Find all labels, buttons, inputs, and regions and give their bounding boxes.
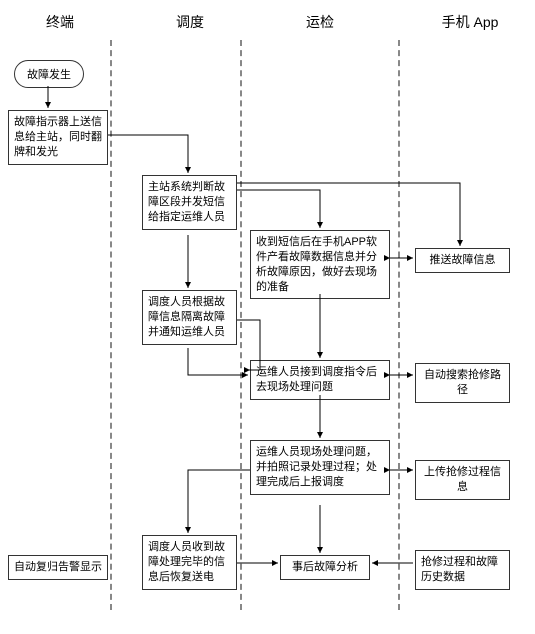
- divider-2: [240, 40, 242, 610]
- node-post-analysis: 事后故障分析: [280, 555, 370, 580]
- node-receive-sms: 收到短信后在手机APP软件产看故障数据信息并分析故障原因，做好去现场的准备: [250, 230, 390, 299]
- node-onsite-process: 运维人员现场处理问题，并拍照记录处理过程；处理完成后上报调度: [250, 440, 390, 495]
- node-dispatch-isolate: 调度人员根据故障信息隔离故障并通知运维人员: [142, 290, 237, 345]
- col-header-inspection: 运检: [260, 12, 380, 32]
- col-header-terminal: 终端: [0, 12, 120, 32]
- node-upload-info: 上传抢修过程信息: [415, 460, 510, 500]
- divider-3: [398, 40, 400, 610]
- divider-1: [110, 40, 112, 610]
- col-header-dispatch: 调度: [130, 12, 250, 32]
- node-onsite-handle: 运维人员接到调度指令后去现场处理问题: [250, 360, 390, 400]
- flow-arrows: [0, 0, 535, 634]
- node-restore-power: 调度人员收到故障处理完毕的信息后恢复送电: [142, 535, 237, 590]
- node-auto-route: 自动搜索抢修路径: [415, 363, 510, 403]
- node-fault-indicator: 故障指示器上送信息给主站，同时翻牌和发光: [8, 110, 108, 165]
- node-history-data: 抢修过程和故障历史数据: [415, 550, 510, 590]
- node-auto-reset: 自动复归告警显示: [8, 555, 108, 580]
- node-push-fault: 推送故障信息: [415, 248, 510, 273]
- start-node: 故障发生: [14, 60, 84, 88]
- node-master-judge: 主站系统判断故障区段并发短信给指定运维人员: [142, 175, 237, 230]
- col-header-app: 手机 App: [410, 12, 530, 32]
